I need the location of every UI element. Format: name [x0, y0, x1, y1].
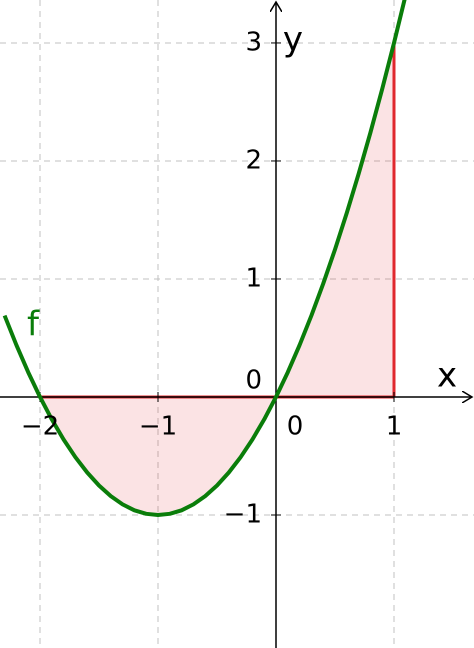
y-tick-label: 0 — [245, 365, 262, 395]
y-tick-label: 1 — [245, 263, 262, 293]
labels: −2 −1 0 1 −1 0 1 2 3 x y f — [21, 19, 457, 529]
curve-group — [2, 0, 407, 518]
x-axis-label: x — [437, 355, 457, 395]
y-tick-label: 3 — [245, 27, 262, 57]
y-tick-label: −1 — [224, 500, 262, 530]
y-tick-label: 2 — [245, 145, 262, 175]
x-tick-label: −2 — [21, 411, 59, 441]
x-tick-label: 0 — [287, 411, 304, 441]
x-tick-label: −1 — [139, 411, 177, 441]
function-label: f — [27, 305, 40, 345]
function-curve — [2, 0, 407, 518]
y-axis-label: y — [283, 19, 303, 59]
x-tick-label: 1 — [386, 411, 403, 441]
